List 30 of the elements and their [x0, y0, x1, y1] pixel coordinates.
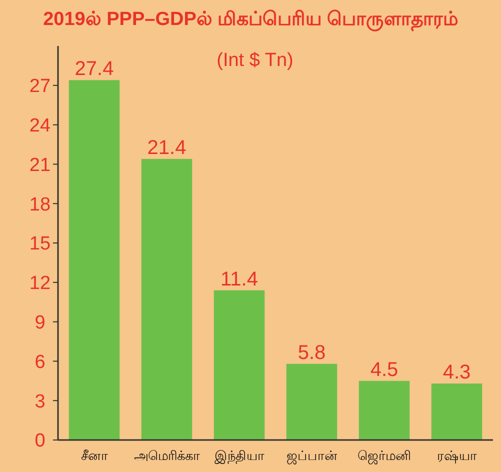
data-label: 21.4: [147, 136, 186, 159]
y-tick-label: 6: [34, 352, 46, 373]
y-tick-label: 0: [34, 430, 46, 452]
bar: [141, 158, 192, 440]
bar: [286, 364, 338, 440]
bar: [358, 380, 410, 440]
y-tick-label: 3: [34, 391, 46, 412]
y-tick-label: 18: [29, 194, 51, 216]
y-tick-label: 27: [29, 76, 51, 98]
bar: [214, 290, 265, 440]
data-label: 4.3: [442, 362, 471, 384]
x-tick-label: இந்தியா: [214, 448, 264, 464]
x-tick-label: ஜப்பான்: [286, 448, 338, 464]
y-tick-label: 24: [29, 115, 51, 136]
chart-subtitle: (Int $ Tn): [216, 50, 294, 71]
bar: [431, 384, 482, 440]
x-tick-label: ஜெர்மனி: [357, 448, 412, 464]
y-tick-label: 15: [29, 234, 51, 255]
data-label: 27.4: [74, 58, 114, 80]
data-label: 4.5: [370, 358, 398, 381]
y-tick-label: 9: [34, 312, 46, 334]
y-tick-label: 12: [29, 273, 51, 294]
y-tick-label: 21: [29, 154, 51, 176]
data-label: 11.4: [220, 268, 258, 290]
bar: [68, 80, 120, 440]
chart-title: 2019ல் PPP–GDPல் மிகப்பெரிய பொருளாதாரம்: [43, 9, 458, 32]
data-label: 5.8: [298, 342, 326, 364]
x-tick-label: ரஷ்யா: [436, 448, 477, 463]
x-tick-label: அமெரிக்கா: [134, 448, 200, 463]
x-tick-label: சீனா: [80, 448, 108, 463]
